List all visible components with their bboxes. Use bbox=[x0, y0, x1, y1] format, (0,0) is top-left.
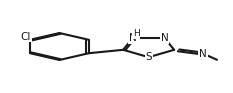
Text: N: N bbox=[129, 33, 137, 43]
Text: S: S bbox=[145, 52, 152, 62]
Text: N: N bbox=[199, 49, 207, 58]
Text: H: H bbox=[133, 29, 140, 38]
Text: Cl: Cl bbox=[21, 32, 31, 41]
Text: N: N bbox=[161, 33, 168, 43]
